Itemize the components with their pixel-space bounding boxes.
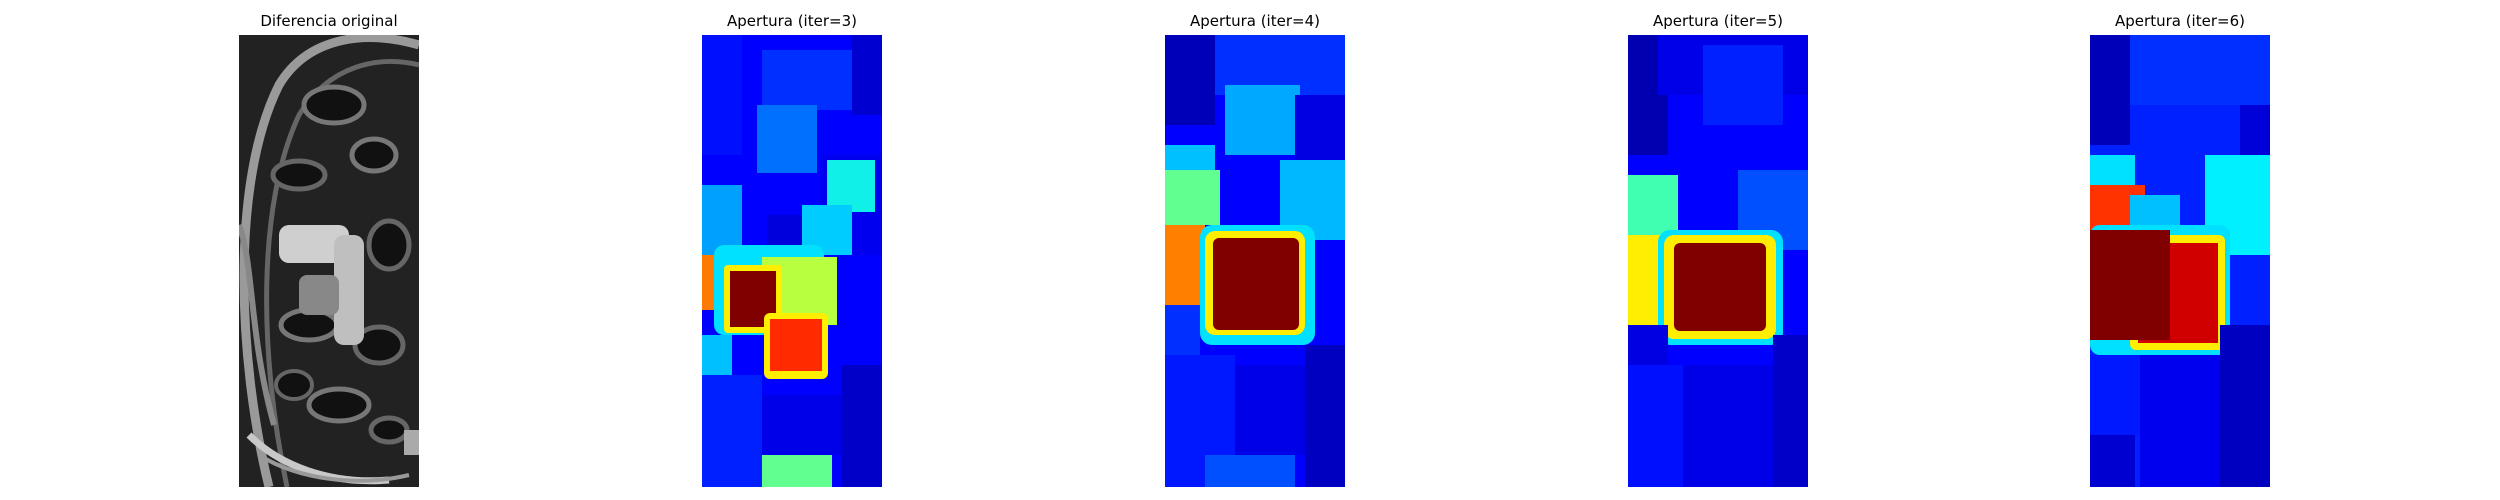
image-opening-iter-6 (2090, 35, 2270, 487)
panel-iter-5: Apertura (iter=5) (1628, 0, 1808, 500)
panel-title-iter-4: Apertura (iter=4) (1190, 12, 1320, 30)
panel-iter-6: Apertura (iter=6) (2090, 0, 2270, 500)
panel-title-iter-5: Apertura (iter=5) (1653, 12, 1783, 30)
image-original-difference (239, 35, 419, 487)
image-opening-iter-5 (1628, 35, 1808, 487)
jet-heatmap-iter-6 (2090, 35, 2270, 487)
panel-title-iter-3: Apertura (iter=3) (727, 12, 857, 30)
panel-iter-4: Apertura (iter=4) (1165, 0, 1345, 500)
image-opening-iter-3 (702, 35, 882, 487)
jet-heatmap-iter-4 (1165, 35, 1345, 487)
image-opening-iter-4 (1165, 35, 1345, 487)
jet-heatmap-iter-5 (1628, 35, 1808, 487)
panel-iter-3: Apertura (iter=3) (702, 0, 882, 500)
panel-title-iter-6: Apertura (iter=6) (2115, 12, 2245, 30)
grayscale-mri-image (239, 35, 419, 487)
panel-title-original: Diferencia original (260, 12, 398, 30)
panel-original: Diferencia original (239, 0, 419, 500)
jet-heatmap-iter-3 (702, 35, 882, 487)
